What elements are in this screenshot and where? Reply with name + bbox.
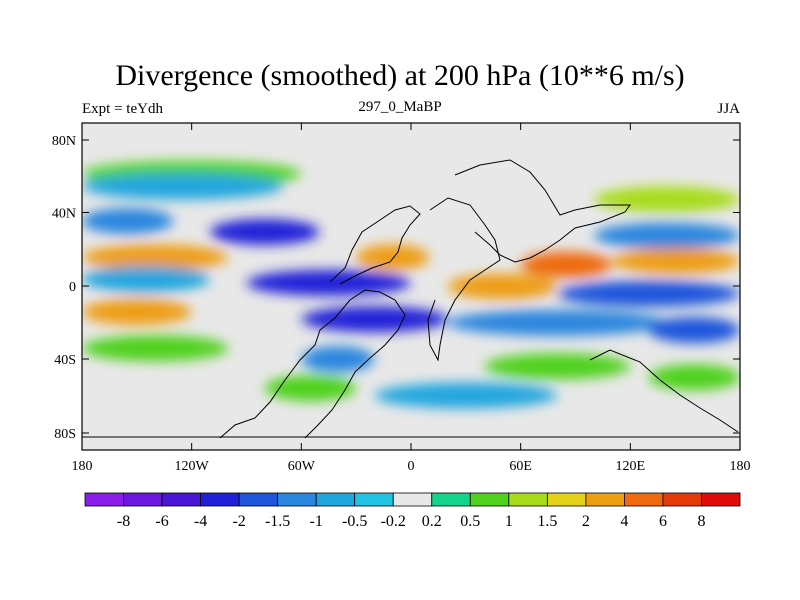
colorbar-label: 0.5	[460, 513, 480, 530]
divergence-band-17	[648, 317, 740, 344]
colorbar-label: -2	[232, 513, 245, 530]
colorbar-swatch	[701, 492, 741, 507]
divergence-band-8	[520, 251, 613, 278]
y-tick-label: 40S	[54, 353, 76, 368]
colorbar-label: 8	[697, 513, 705, 530]
colorbar-swatch	[200, 492, 240, 507]
x-tick-label: 120E	[616, 459, 646, 474]
experiment-label: Expt = teYdh	[82, 101, 163, 117]
colorbar-swatch	[585, 492, 625, 507]
divergence-band-5	[593, 222, 740, 249]
x-tick-label: 60W	[288, 459, 316, 474]
colorbar-label: 4	[620, 513, 628, 530]
x-tick-label: 120W	[175, 459, 210, 474]
divergence-band-1	[82, 173, 284, 200]
colorbar-label: 1.5	[537, 513, 557, 530]
colorbar-swatch	[662, 492, 702, 507]
divergence-band-3	[82, 208, 174, 235]
coastline-eurasia	[454, 159, 631, 263]
y-tick-label: 80S	[54, 427, 76, 442]
colorbar-label: 2	[582, 513, 590, 530]
divergence-band-19	[301, 346, 375, 373]
colorbar-label: 6	[659, 513, 667, 530]
divergence-band-14	[82, 298, 192, 325]
colorbar-label: -0.2	[381, 513, 406, 530]
divergence-band-15	[301, 306, 448, 333]
colorbar-label: -1.5	[265, 513, 290, 530]
colorbar-swatch	[238, 492, 279, 507]
divergence-band-13	[557, 280, 740, 307]
colorbar-swatch	[469, 492, 510, 507]
divergence-band-6	[82, 244, 229, 271]
y-tick-label: 80N	[52, 134, 76, 149]
colorbar-swatch	[354, 492, 394, 507]
colorbar-label: -0.5	[342, 513, 367, 530]
colorbar-label: -8	[117, 513, 130, 530]
colorbar-swatch	[624, 492, 664, 507]
colorbar-swatch	[508, 492, 548, 507]
divergence-band-7	[356, 244, 430, 271]
colorbar-swatch	[123, 492, 163, 507]
divergence-band-12	[447, 273, 558, 300]
colorbar-swatch	[431, 492, 471, 507]
y-tick-label: 0	[69, 280, 76, 295]
x-tick-label: 0	[408, 459, 415, 474]
divergence-band-20	[484, 353, 631, 380]
divergence-band-11	[246, 269, 411, 296]
colorbar-swatch	[546, 492, 587, 507]
colorbar-label: 1	[505, 513, 513, 530]
divergence-band-18	[82, 335, 229, 362]
divergence-band-9	[612, 248, 740, 275]
y-tick-label: 40N	[52, 207, 76, 222]
chart-title: Divergence (smoothed) at 200 hPa (10**6 …	[115, 59, 685, 92]
colorbar-swatch	[161, 492, 201, 507]
colorbar-label: -4	[194, 513, 207, 530]
x-tick-label: 180	[72, 459, 93, 474]
colorbar-swatch	[277, 492, 317, 507]
divergence-band-21	[648, 364, 740, 391]
colorbar-label: 0.2	[422, 513, 442, 530]
divergence-band-16	[447, 309, 667, 336]
colorbar-swatch	[392, 492, 433, 507]
run-label: 297_0_MaBP	[358, 99, 442, 115]
coastline-africa	[427, 197, 501, 362]
divergence-band-23	[374, 382, 558, 409]
x-tick-label: 180	[730, 459, 751, 474]
colorbar: -8 -6 -4 -2 -1.5 -1 -0.5 -0.2 0.2 0.5 1 1.5 2 4 6 8	[84, 492, 741, 530]
divergence-band-22	[264, 375, 357, 402]
coastline-south-america	[219, 289, 406, 439]
x-tick-label: 60E	[509, 459, 532, 474]
divergence-band-2	[593, 186, 740, 213]
coastline-north-america	[329, 205, 421, 285]
colorbar-label: -6	[155, 513, 168, 530]
divergence-band-10	[82, 266, 210, 293]
colorbar-swatch	[315, 492, 356, 507]
coastline-australia	[589, 349, 739, 433]
colorbar-label: -1	[310, 513, 323, 530]
divergence-band-4	[209, 219, 320, 245]
season-label: JJA	[717, 101, 740, 117]
colorbar-swatch	[84, 492, 124, 507]
